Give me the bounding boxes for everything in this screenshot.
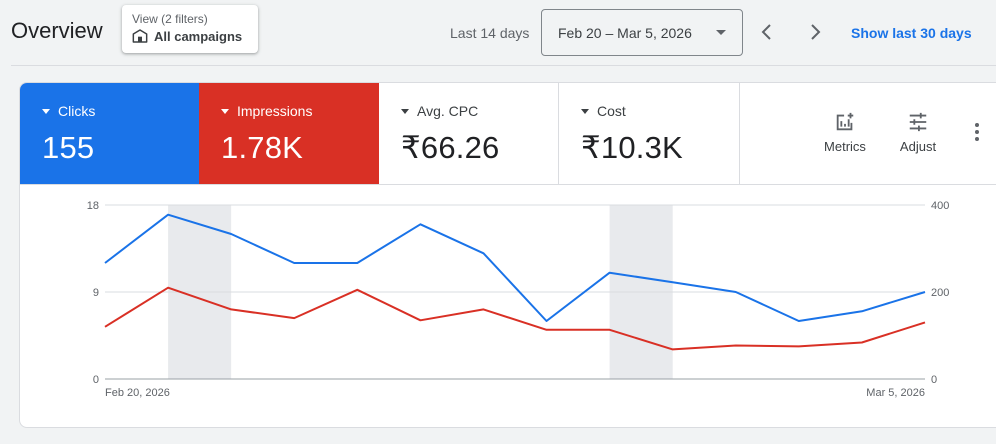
right-axis-tick-label: 400 (931, 200, 949, 212)
dropdown-caret-icon (716, 30, 726, 35)
series-line-clicks (104, 213, 926, 322)
left-axis-tick-label: 18 (87, 200, 99, 212)
dropdown-caret-icon (401, 108, 409, 114)
date-range-select[interactable]: Feb 20 – Mar 5, 2026 (541, 9, 743, 56)
metric-label: Clicks (58, 103, 96, 119)
dropdown-caret-icon (42, 108, 50, 114)
x-axis-start-label: Feb 20, 2026 (105, 387, 170, 399)
metric-tile-impressions[interactable]: Impressions 1.78K (199, 83, 379, 184)
more-options-icon[interactable] (972, 123, 982, 145)
series-line-impressions (104, 286, 926, 351)
metric-value: 155 (42, 130, 95, 165)
metric-tile-clicks[interactable]: Clicks 155 (20, 83, 199, 184)
metric-label: Avg. CPC (417, 103, 479, 119)
metric-value: ₹66.26 (401, 130, 500, 165)
metric-label: Cost (597, 103, 626, 119)
chevron-right-icon (811, 24, 821, 40)
page-title: Overview (11, 18, 103, 43)
left-axis-tick-label: 9 (93, 287, 99, 299)
date-range-value: Feb 20 – Mar 5, 2026 (558, 24, 692, 41)
filter-scope-label: All campaigns (154, 28, 243, 44)
dropdown-caret-icon (581, 108, 589, 114)
campaign-filter-chip[interactable]: View (2 filters) All campaigns (122, 5, 258, 53)
building-icon (132, 29, 148, 43)
right-axis-tick-label: 0 (931, 374, 937, 386)
previous-period-button[interactable] (755, 20, 779, 44)
metric-label: Impressions (237, 103, 313, 119)
tune-icon (909, 112, 927, 132)
metrics-button-label: Metrics (824, 139, 866, 154)
performance-card: Clicks 155 Impressions 1.78K Avg. CPC ₹6… (19, 82, 996, 428)
metric-value: 1.78K (221, 130, 304, 165)
show-last-30-days-link[interactable]: Show last 30 days (851, 25, 972, 41)
metric-tile-cost[interactable]: Cost ₹10.3K (559, 83, 740, 184)
right-axis-tick-label: 200 (931, 287, 949, 299)
performance-line-chart: 18 9 0 400 200 0 Feb 20, 2026 Mar 5, 2026 (87, 200, 950, 399)
add-chart-icon (836, 112, 854, 131)
metrics-button[interactable]: Metrics (813, 111, 877, 154)
filter-count-label: View (2 filters) (132, 12, 208, 26)
x-axis-end-label: Mar 5, 2026 (866, 387, 925, 399)
dropdown-caret-icon (221, 108, 229, 114)
chevron-left-icon (761, 24, 771, 40)
adjust-button-label: Adjust (899, 139, 937, 154)
left-axis-tick-label: 0 (93, 374, 99, 386)
metric-value: ₹10.3K (581, 130, 683, 165)
next-period-button[interactable] (803, 20, 827, 44)
adjust-button[interactable]: Adjust (886, 111, 950, 154)
date-range-label: Last 14 days (450, 25, 530, 41)
metrics-divider (20, 184, 996, 185)
metric-tile-avg-cpc[interactable]: Avg. CPC ₹66.26 (379, 83, 559, 184)
header-divider (11, 65, 996, 66)
